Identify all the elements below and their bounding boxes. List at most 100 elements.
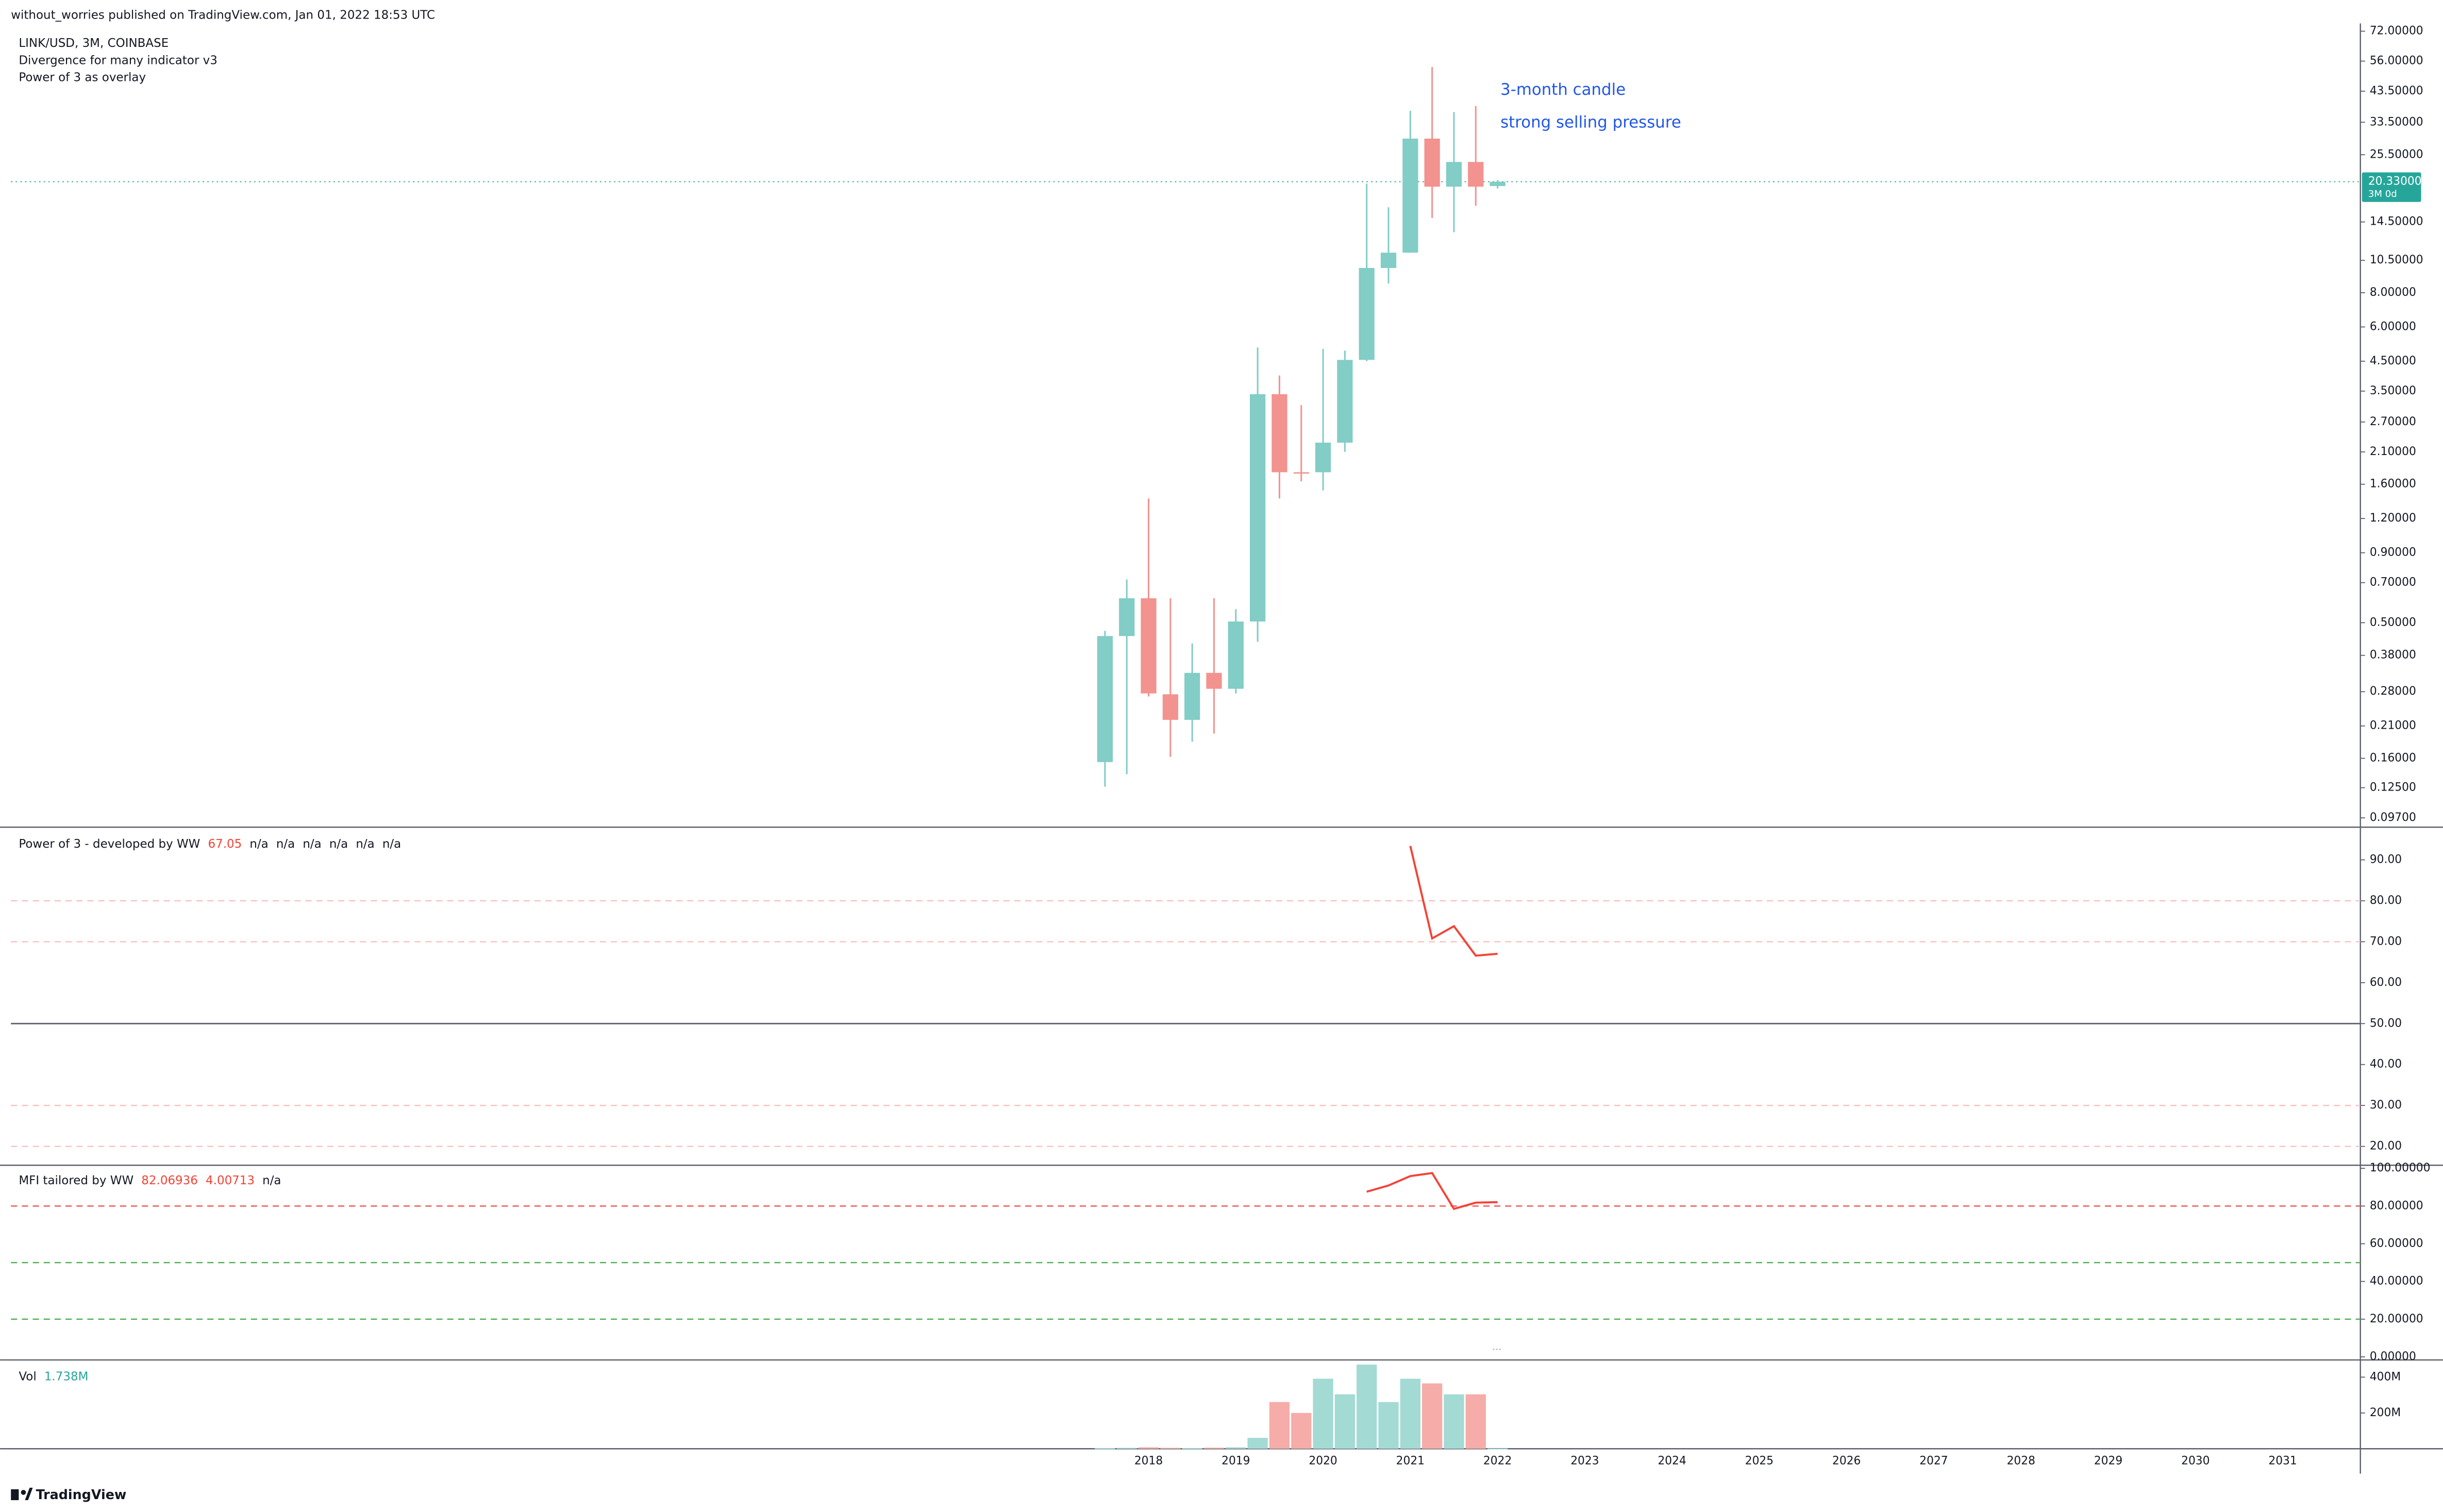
volume-bar xyxy=(1203,1448,1225,1449)
candle-body xyxy=(1359,267,1375,360)
y-tick-label: 60.00 xyxy=(2370,976,2402,989)
y-tick-label: 0.70000 xyxy=(2370,576,2416,589)
x-tick-label: 2025 xyxy=(1745,1454,1773,1467)
x-tick-label: 2018 xyxy=(1134,1454,1163,1467)
legend-value: 4.00713 xyxy=(206,1174,255,1187)
y-tick-label: 56.00000 xyxy=(2370,55,2423,68)
legend-na: n/a xyxy=(356,837,374,851)
volume-title: Vol xyxy=(19,1370,36,1384)
y-tick-label: 25.50000 xyxy=(2370,148,2423,161)
y-tick-label: 10.50000 xyxy=(2370,254,2423,266)
candle-body xyxy=(1271,394,1287,473)
candle-body xyxy=(1097,636,1113,762)
candle-body xyxy=(1162,694,1178,720)
y-tick-label: 400M xyxy=(2370,1370,2401,1383)
y-tick-label: 4.50000 xyxy=(2370,355,2416,367)
indicator-line xyxy=(1409,846,1498,957)
volume-bar xyxy=(1487,1448,1508,1450)
y-tick-label: 80.00000 xyxy=(2370,1199,2423,1212)
volume-legend-value: 1.738M xyxy=(44,1370,89,1384)
indicator-title: Power of 3 - developed by WW xyxy=(19,837,200,851)
legend-value: 67.05 xyxy=(208,837,242,851)
y-tick-label: 72.00000 xyxy=(2370,25,2423,38)
y-tick-label: 6.00000 xyxy=(2370,320,2416,333)
volume-bar xyxy=(1182,1448,1202,1449)
volume-bar xyxy=(1378,1402,1399,1449)
candle-body xyxy=(1228,621,1244,689)
candle-body xyxy=(1380,253,1397,268)
volume-bar xyxy=(1444,1394,1464,1449)
candle-body xyxy=(1402,138,1418,253)
legend-na: n/a xyxy=(276,837,295,851)
y-tick-label: 8.00000 xyxy=(2370,286,2416,299)
header: without_worries published on TradingView… xyxy=(11,9,435,22)
y-tick-label: 30.00 xyxy=(2370,1099,2402,1112)
candle-body xyxy=(1446,162,1462,187)
y-tick-label: 40.00 xyxy=(2370,1058,2402,1071)
legend-na: n/a xyxy=(329,837,348,851)
volume-bar xyxy=(1465,1394,1486,1449)
logo xyxy=(11,1487,33,1501)
y-tick-label: 40.00000 xyxy=(2370,1275,2423,1288)
y-tick-label: 0.21000 xyxy=(2370,719,2416,732)
x-tick-label: 2020 xyxy=(1309,1454,1337,1467)
volume-bar xyxy=(1313,1379,1333,1449)
volume-bar xyxy=(1226,1447,1246,1449)
volume-bar xyxy=(1357,1364,1377,1449)
candle-body xyxy=(1250,394,1266,622)
symbol-title: LINK/USD, 3M, COINBASE xyxy=(19,37,169,50)
footer-brand: TradingView xyxy=(36,1487,127,1502)
y-tick-label: 50.00 xyxy=(2370,1017,2402,1030)
x-tick-label: 2028 xyxy=(2007,1454,2035,1467)
legend-na: n/a xyxy=(382,837,401,851)
y-tick-label: 20.00 xyxy=(2370,1140,2402,1153)
y-tick-label: 90.00 xyxy=(2370,853,2402,866)
candle-body xyxy=(1315,442,1331,473)
price-tag-value: 20.33000 xyxy=(2368,175,2422,188)
volume-bar xyxy=(1095,1448,1115,1450)
y-tick-label: 2.10000 xyxy=(2370,445,2416,458)
y-tick-label: 0.16000 xyxy=(2370,751,2416,764)
volume-bar xyxy=(1334,1394,1356,1449)
candle-body xyxy=(1468,162,1484,187)
legend-na: n/a xyxy=(262,1174,281,1187)
volume-bar xyxy=(1160,1448,1181,1449)
x-tick-label: 2024 xyxy=(1658,1454,1686,1467)
y-tick-label: 0.09700 xyxy=(2370,811,2416,824)
legend-na: n/a xyxy=(249,837,268,851)
candle-body xyxy=(1490,181,1505,187)
y-tick-label: 0.38000 xyxy=(2370,649,2416,662)
candle-body xyxy=(1141,598,1157,694)
y-tick-label: 70.00 xyxy=(2370,935,2402,948)
volume-bar xyxy=(1138,1447,1159,1449)
legend-na: n/a xyxy=(303,837,321,851)
indicator-name: Divergence for many indicator v3 xyxy=(19,54,217,67)
volume-bar xyxy=(1247,1438,1268,1449)
indicator-name: Power of 3 as overlay xyxy=(19,71,146,85)
x-tick-label: 2027 xyxy=(1919,1454,1948,1467)
y-tick-label: 0.12500 xyxy=(2370,781,2416,794)
y-tick-label: 2.70000 xyxy=(2370,415,2416,428)
x-tick-label: 2022 xyxy=(1483,1454,1512,1467)
y-tick-label: 3.50000 xyxy=(2370,384,2416,397)
x-tick-label: 2026 xyxy=(1832,1454,1861,1467)
y-tick-label: 100.00000 xyxy=(2370,1162,2431,1174)
volume-bar xyxy=(1400,1379,1420,1449)
x-tick-label: 2030 xyxy=(2181,1454,2210,1467)
volume-bar xyxy=(1422,1383,1443,1449)
y-tick-label: 0.28000 xyxy=(2370,685,2416,698)
price-tag xyxy=(2362,172,2421,202)
y-tick-label: 20.00000 xyxy=(2370,1313,2423,1325)
candle-body xyxy=(1424,138,1440,187)
x-tick-label: 2031 xyxy=(2268,1454,2297,1467)
annotation: strong selling pressure xyxy=(1500,113,1681,131)
y-tick-label: 14.50000 xyxy=(2370,215,2423,228)
y-tick-label: 200M xyxy=(2370,1406,2401,1419)
y-tick-label: 80.00 xyxy=(2370,894,2402,907)
y-tick-label: 60.00000 xyxy=(2370,1237,2423,1250)
volume-bar xyxy=(1291,1413,1312,1449)
volume-bar xyxy=(1269,1402,1290,1449)
x-tick-label: 2019 xyxy=(1222,1454,1250,1467)
